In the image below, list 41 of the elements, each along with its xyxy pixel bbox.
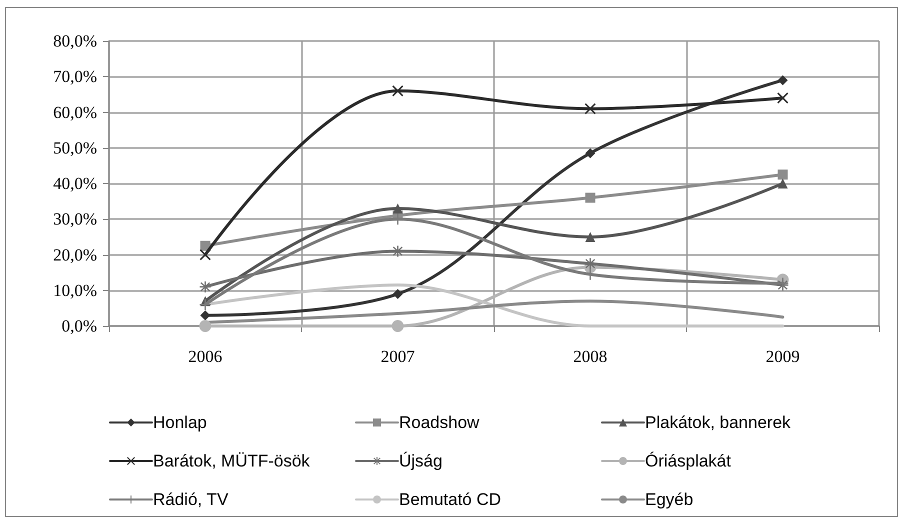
- point: [392, 85, 404, 96]
- point: [584, 258, 596, 270]
- legend-label: Rádió, TV: [153, 490, 229, 509]
- legend-label: Plakátok, bannerek: [645, 413, 792, 432]
- x-tick-label: 2007: [380, 347, 416, 366]
- y-tick-label: 40,0%: [53, 174, 97, 193]
- y-tick-label: 20,0%: [53, 245, 97, 264]
- y-tick-label: 0,0%: [62, 316, 97, 336]
- x-tick-label: 2006: [188, 347, 222, 366]
- point: [200, 310, 210, 320]
- point: [392, 288, 403, 299]
- point: [777, 92, 788, 104]
- y-tick-label: 60,0%: [53, 102, 97, 122]
- point: [585, 192, 596, 203]
- legend-label: Egyéb: [645, 490, 694, 509]
- x-tick-label: 2008: [573, 347, 608, 366]
- legend-label: Honlap: [153, 413, 207, 432]
- legend-label: Újság: [399, 452, 442, 470]
- point: [200, 249, 211, 260]
- point: [778, 178, 788, 188]
- point: [392, 320, 404, 332]
- point: [585, 232, 596, 242]
- point: [392, 246, 404, 257]
- y-tick-label: 10,0%: [53, 280, 97, 300]
- legend-label: Bemutató CD: [399, 490, 502, 509]
- point: [778, 170, 788, 180]
- point: [778, 75, 788, 86]
- point: [200, 299, 211, 310]
- point: [392, 203, 403, 214]
- legend-label: Óriásplakát: [645, 452, 732, 470]
- y-tick-label: 70,0%: [53, 67, 97, 86]
- point: [584, 103, 596, 114]
- y-tick-label: 50,0%: [53, 138, 97, 158]
- x-tick-label: 2009: [766, 347, 800, 366]
- y-tick-label: 30,0%: [53, 210, 97, 229]
- legend-label: Barátok, MÜTF-ösök: [153, 452, 310, 470]
- legend-label: Roadshow: [399, 413, 480, 432]
- y-tick-label: 80,0%: [53, 32, 97, 50]
- point: [585, 148, 596, 158]
- point: [200, 281, 211, 292]
- point: [199, 320, 212, 332]
